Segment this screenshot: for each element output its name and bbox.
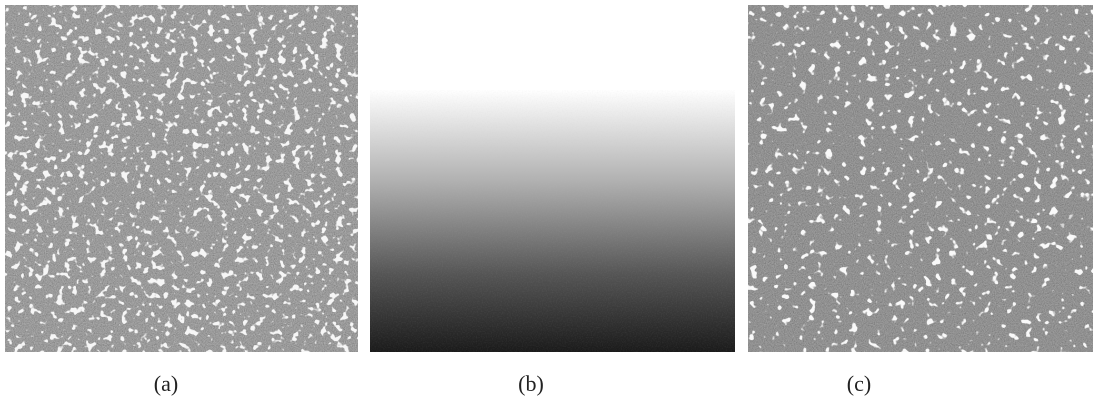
panel-a-image [5, 5, 358, 352]
panel-label: (c) [847, 371, 871, 396]
panel-label: (a) [154, 371, 178, 396]
panel-label: (b) [518, 371, 544, 396]
panel-b-image [370, 90, 735, 352]
panel-c-image [748, 5, 1093, 352]
